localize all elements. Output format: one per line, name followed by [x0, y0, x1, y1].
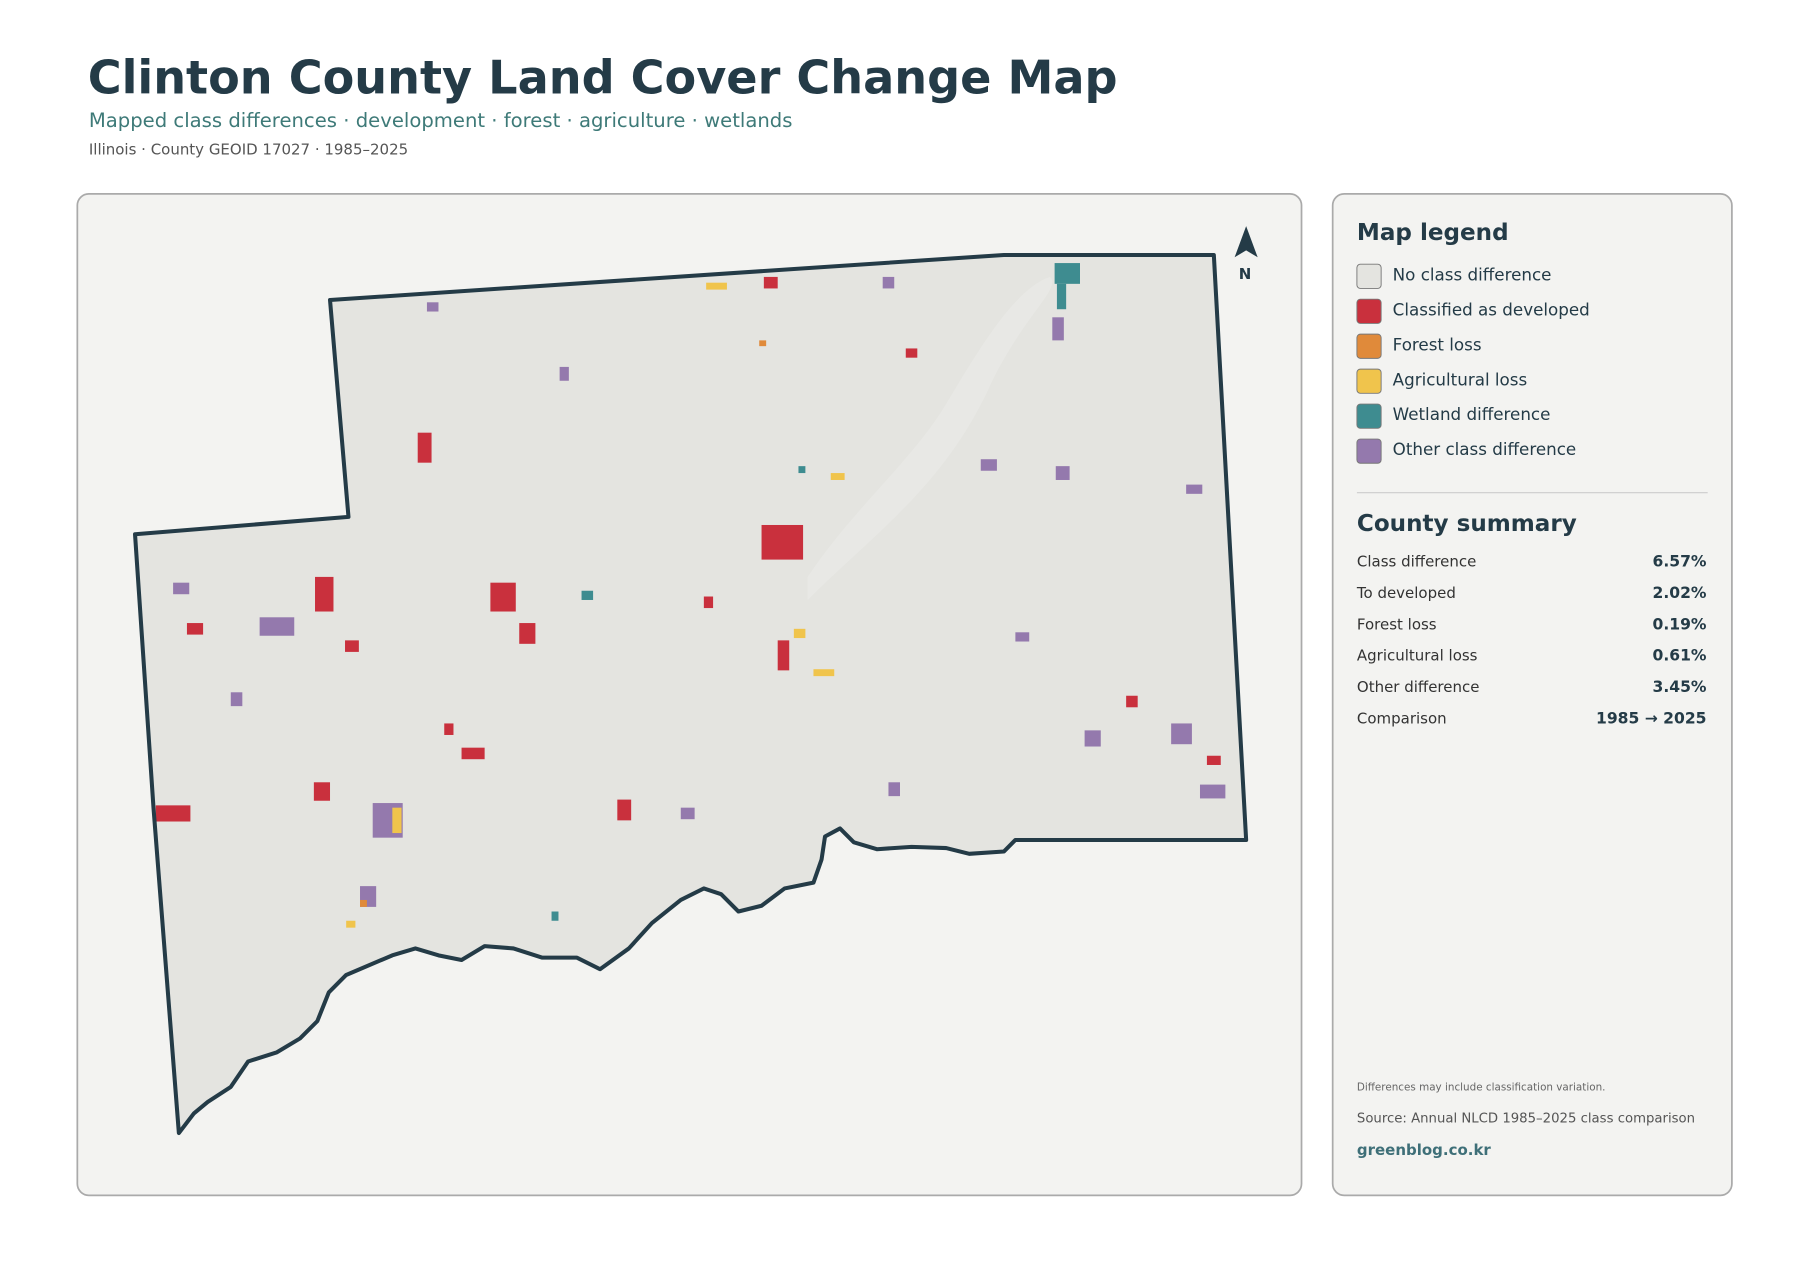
summary-value: 2.02%	[1653, 584, 1707, 602]
legend-label: Wetland difference	[1393, 404, 1551, 424]
legend-label: No class difference	[1393, 264, 1552, 284]
subtitle: Mapped class differences · development ·…	[89, 109, 793, 132]
summary-label: Agricultural loss	[1357, 647, 1478, 665]
summary: Class difference 6.57% To developed 2.02% Fo…	[1356, 553, 1707, 728]
footer-site: greenblog.co.kr	[1357, 1141, 1492, 1159]
legend-label: Forest loss	[1393, 334, 1482, 354]
summary-value: 6.57%	[1653, 553, 1707, 571]
north-arrow	[1234, 226, 1258, 258]
summary-value: 1985 → 2025	[1596, 709, 1707, 727]
summary-value: 3.45%	[1653, 678, 1707, 696]
summary-label: Class difference	[1357, 553, 1476, 571]
legend-label: Classified as developed	[1393, 299, 1590, 319]
county-area	[135, 254, 1247, 1134]
summary-label: Other difference	[1357, 678, 1480, 696]
legend: No class difference Classified as develop…	[1356, 263, 1590, 464]
summary-label: To developed	[1356, 584, 1456, 602]
legend-label: Agricultural loss	[1393, 369, 1528, 389]
legend-swatch	[1356, 403, 1382, 429]
legend-swatch	[1356, 438, 1382, 464]
summary-value: 0.19%	[1653, 615, 1707, 633]
meta: Illinois · County GEOID 17027 · 1985–202…	[89, 141, 408, 159]
county-map	[133, 252, 1249, 1136]
north-label: N	[1239, 265, 1252, 283]
summary-label: Forest loss	[1357, 615, 1437, 633]
summary-title: County summary	[1357, 511, 1577, 537]
legend-swatch	[1356, 333, 1382, 359]
lake	[807, 276, 1053, 600]
footer-note: Differences may include classification v…	[1357, 1081, 1606, 1093]
footer-source: Source: Annual NLCD 1985–2025 class comp…	[1357, 1112, 1695, 1127]
title: Clinton County Land Cover Change Map	[88, 50, 1118, 104]
legend-label: Other class difference	[1393, 439, 1577, 459]
legend-title: Map legend	[1357, 220, 1509, 246]
legend-swatch	[1356, 263, 1382, 289]
county-outline	[133, 252, 1249, 1136]
summary-label: Comparison	[1357, 709, 1447, 727]
legend-swatch	[1356, 298, 1382, 324]
summary-value: 0.61%	[1653, 647, 1707, 665]
side-panel	[1331, 192, 1733, 1197]
legend-swatch	[1356, 368, 1382, 394]
change-patches	[155, 263, 1226, 928]
